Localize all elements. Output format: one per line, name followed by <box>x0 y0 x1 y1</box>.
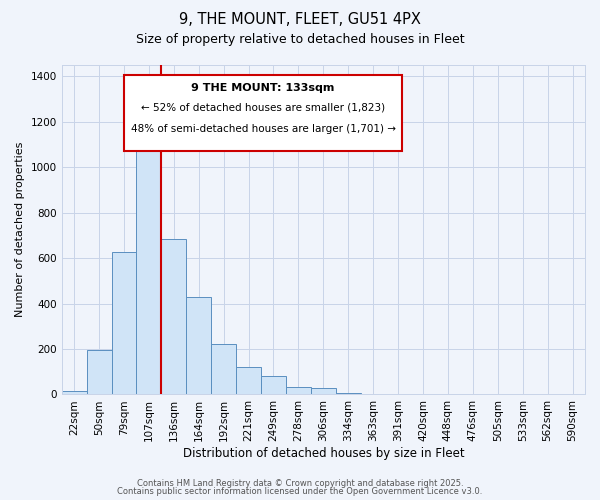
Bar <box>112 252 136 394</box>
Y-axis label: Number of detached properties: Number of detached properties <box>15 142 25 318</box>
Text: ← 52% of detached houses are smaller (1,823): ← 52% of detached houses are smaller (1,… <box>141 103 385 113</box>
Text: Size of property relative to detached houses in Fleet: Size of property relative to detached ho… <box>136 32 464 46</box>
Bar <box>236 367 261 394</box>
Text: 9, THE MOUNT, FLEET, GU51 4PX: 9, THE MOUNT, FLEET, GU51 4PX <box>179 12 421 28</box>
Bar <box>62 391 86 394</box>
X-axis label: Distribution of detached houses by size in Fleet: Distribution of detached houses by size … <box>182 447 464 460</box>
Bar <box>211 344 236 395</box>
Bar <box>261 376 286 394</box>
Bar <box>186 297 211 394</box>
Text: Contains public sector information licensed under the Open Government Licence v3: Contains public sector information licen… <box>118 487 482 496</box>
Bar <box>86 350 112 395</box>
Text: Contains HM Land Registry data © Crown copyright and database right 2025.: Contains HM Land Registry data © Crown c… <box>137 478 463 488</box>
FancyBboxPatch shape <box>124 75 402 150</box>
Bar <box>311 388 336 394</box>
Bar <box>286 387 311 394</box>
Text: 9 THE MOUNT: 133sqm: 9 THE MOUNT: 133sqm <box>191 83 335 93</box>
Bar <box>336 392 361 394</box>
Bar <box>161 239 186 394</box>
Text: 48% of semi-detached houses are larger (1,701) →: 48% of semi-detached houses are larger (… <box>131 124 395 134</box>
Bar <box>136 142 161 394</box>
